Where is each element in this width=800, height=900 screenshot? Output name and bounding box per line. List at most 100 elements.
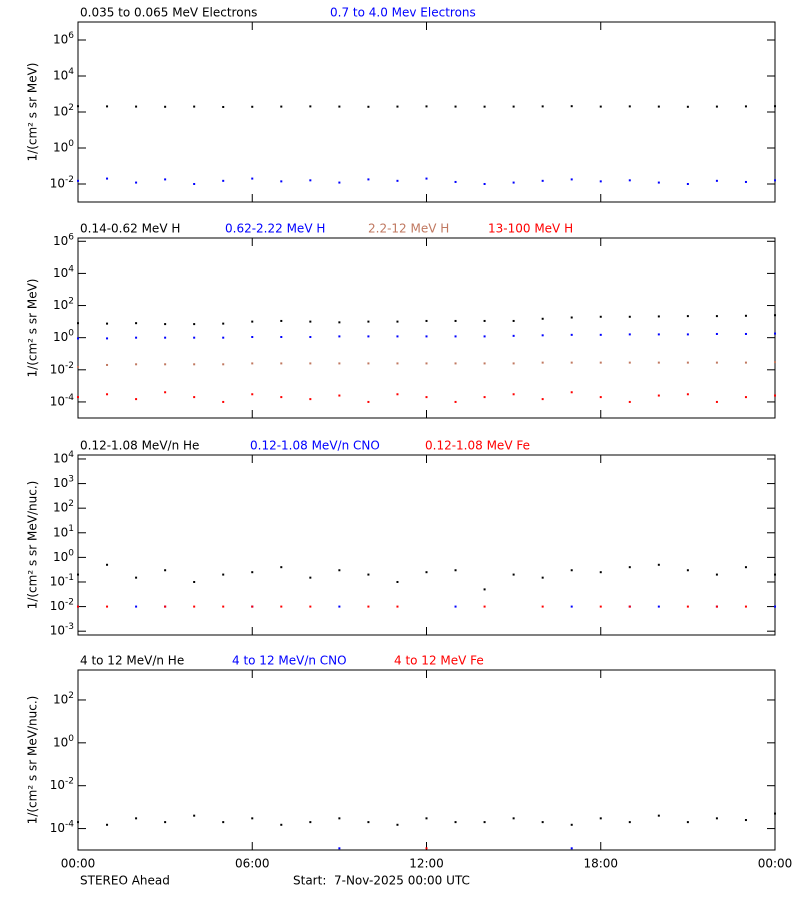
- legend-entry: 0.7 to 4.0 Mev Electrons: [330, 6, 476, 20]
- data-point: [715, 315, 718, 318]
- data-point: [657, 394, 660, 397]
- y-tick-label: 104: [53, 264, 74, 280]
- data-point: [77, 105, 79, 108]
- data-point: [715, 105, 718, 108]
- data-point: [686, 105, 689, 108]
- data-point: [686, 333, 689, 336]
- data-point: [512, 573, 515, 576]
- x-tick-label: 12:00: [409, 857, 444, 871]
- data-point: [570, 847, 573, 850]
- data-point: [251, 571, 254, 574]
- data-point: [338, 394, 341, 397]
- data-point: [367, 400, 370, 403]
- data-point: [483, 335, 486, 338]
- data-point: [454, 821, 457, 824]
- data-point: [715, 361, 718, 364]
- data-point: [77, 179, 79, 182]
- data-point: [425, 396, 428, 399]
- legend-entry: 0.12-1.08 MeV/n He: [80, 439, 199, 453]
- data-point: [338, 605, 341, 608]
- legend-entry: 0.62-2.22 MeV H: [225, 222, 325, 236]
- data-point: [425, 177, 428, 180]
- data-point: [483, 588, 486, 591]
- data-point: [628, 400, 631, 403]
- data-point: [222, 179, 225, 182]
- data-point: [744, 605, 747, 608]
- y-tick-label: 100: [53, 328, 74, 344]
- data-point: [309, 336, 312, 339]
- data-point: [164, 363, 167, 366]
- data-point: [599, 361, 602, 364]
- data-point: [628, 821, 631, 824]
- data-point: [280, 105, 283, 108]
- data-point: [483, 396, 486, 399]
- data-point: [106, 322, 109, 325]
- data-point: [309, 179, 312, 182]
- data-point: [541, 105, 544, 108]
- y-tick-label: 10-4: [50, 819, 75, 835]
- data-point: [599, 605, 602, 608]
- y-tick-label: 106: [53, 232, 74, 248]
- data-point: [396, 580, 399, 583]
- data-point: [657, 333, 660, 336]
- y-tick-label: 10-2: [50, 597, 74, 613]
- y-tick-label: 102: [53, 499, 74, 515]
- data-point: [570, 823, 573, 826]
- data-point: [425, 817, 428, 820]
- y-tick-label: 100: [53, 139, 74, 155]
- data-point: [367, 335, 370, 338]
- data-point: [774, 394, 776, 397]
- data-point: [367, 605, 370, 608]
- data-point: [657, 105, 660, 108]
- data-point: [106, 823, 109, 826]
- data-point: [251, 177, 254, 180]
- data-point: [367, 105, 370, 108]
- data-point: [774, 812, 776, 815]
- data-point: [338, 817, 341, 820]
- data-point: [657, 563, 660, 566]
- data-point: [106, 105, 109, 108]
- data-point: [657, 181, 660, 184]
- data-point: [280, 319, 283, 322]
- data-point: [280, 362, 283, 365]
- data-point: [164, 569, 167, 572]
- y-tick-label: 104: [53, 67, 74, 83]
- data-point: [774, 314, 776, 317]
- legend-entry: 13-100 MeV H: [488, 222, 573, 236]
- data-point: [338, 181, 341, 184]
- y-tick-label: 100: [53, 548, 74, 564]
- data-point: [686, 569, 689, 572]
- data-point: [628, 333, 631, 336]
- data-point: [570, 316, 573, 319]
- data-point: [309, 320, 312, 323]
- data-point: [164, 323, 167, 326]
- data-point: [483, 105, 486, 108]
- data-point: [570, 391, 573, 394]
- data-point: [454, 335, 457, 338]
- y-tick-label: 10-3: [50, 622, 74, 638]
- data-point: [193, 183, 196, 185]
- data-point: [309, 362, 312, 365]
- data-point: [251, 362, 254, 365]
- data-point: [657, 315, 660, 318]
- data-point: [251, 105, 254, 108]
- data-point: [135, 336, 138, 339]
- data-point: [483, 362, 486, 365]
- start-label: Start: 7-Nov-2025 00:00 UTC: [293, 874, 470, 888]
- data-point: [193, 605, 196, 608]
- data-point: [193, 580, 196, 583]
- data-point: [396, 823, 399, 826]
- x-tick-label: 06:00: [235, 857, 270, 871]
- data-point: [193, 323, 196, 326]
- data-point: [744, 819, 747, 822]
- data-point: [280, 566, 283, 569]
- data-point: [222, 605, 225, 608]
- data-point: [396, 393, 399, 396]
- data-point: [599, 396, 602, 399]
- data-point: [280, 823, 283, 826]
- data-point: [628, 566, 631, 569]
- legend-entry: 0.12-1.08 MeV/n CNO: [250, 439, 380, 453]
- data-point: [106, 393, 109, 396]
- y-axis-label: 1/(cm² s sr MeV/nuc.): [26, 696, 40, 825]
- data-point: [280, 605, 283, 608]
